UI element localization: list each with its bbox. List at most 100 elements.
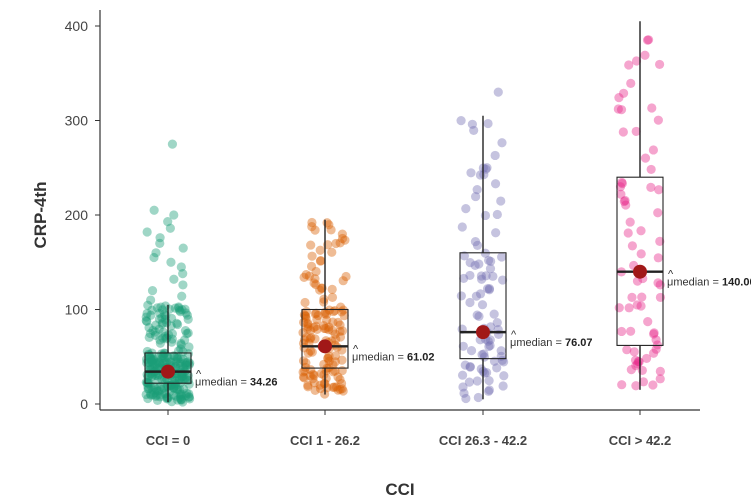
data-point [316, 255, 326, 266]
data-point [615, 182, 626, 192]
data-point [310, 385, 320, 395]
data-point [144, 384, 154, 394]
data-point [309, 322, 319, 333]
data-point [457, 370, 468, 380]
data-point [147, 356, 157, 366]
data-point [324, 322, 334, 332]
data-point [655, 366, 665, 377]
data-point [160, 331, 170, 341]
data-point [150, 370, 161, 381]
data-point [477, 300, 488, 310]
data-point [459, 273, 469, 284]
data-point [649, 329, 659, 339]
data-point [636, 301, 646, 311]
data-point [162, 393, 172, 403]
data-point [625, 217, 635, 227]
data-point [485, 340, 495, 351]
data-point [143, 349, 154, 359]
data-point [149, 354, 159, 364]
data-point [299, 373, 309, 383]
data-point [301, 270, 311, 280]
data-point [617, 380, 627, 390]
median-annotation: μmedian = 76.07 [510, 337, 592, 349]
data-point [634, 357, 644, 367]
x-category-label: CCI > 42.2 [609, 433, 672, 448]
data-point [497, 138, 507, 148]
data-point [165, 223, 175, 233]
data-point [155, 392, 165, 402]
data-point [299, 272, 309, 282]
data-point [336, 378, 347, 389]
data-point [149, 205, 159, 215]
data-point [142, 227, 152, 237]
data-point [330, 329, 340, 339]
data-point [497, 355, 507, 365]
data-point [305, 334, 315, 344]
data-point [493, 87, 503, 97]
data-point [619, 196, 629, 207]
data-point [184, 392, 194, 402]
data-point [335, 238, 345, 248]
data-point [329, 382, 339, 392]
data-point [323, 353, 333, 364]
data-point [315, 380, 325, 390]
data-point [321, 323, 331, 334]
data-point [182, 372, 192, 382]
data-point [144, 323, 154, 333]
data-point [167, 380, 177, 390]
data-point [324, 356, 334, 366]
data-point [163, 352, 173, 363]
data-point [182, 329, 192, 339]
data-point [330, 366, 340, 376]
data-point [458, 382, 468, 392]
data-point [310, 274, 320, 284]
data-point [172, 384, 182, 394]
data-point [150, 387, 160, 398]
data-point [152, 303, 163, 313]
data-point [155, 238, 165, 248]
data-point [306, 240, 316, 250]
data-point [471, 291, 482, 301]
data-point [155, 335, 165, 345]
data-point [300, 297, 310, 308]
data-point [631, 56, 642, 66]
data-point [152, 361, 163, 371]
data-point [315, 285, 325, 295]
median-marker [476, 325, 490, 340]
x-category-label: CCI 26.3 - 42.2 [439, 433, 527, 448]
data-point [333, 385, 343, 395]
data-point [151, 359, 161, 369]
data-point [155, 338, 165, 348]
data-point [328, 367, 338, 377]
data-point [333, 372, 343, 382]
data-point [303, 322, 313, 332]
data-point [626, 326, 636, 336]
data-point [643, 317, 653, 327]
data-point [648, 145, 659, 155]
data-point [496, 196, 506, 206]
data-point [338, 386, 348, 396]
data-point [328, 360, 338, 370]
data-point [632, 276, 643, 286]
data-point [306, 365, 316, 375]
data-point [320, 309, 330, 319]
x-category-label: CCI = 0 [146, 433, 190, 448]
data-point [146, 356, 157, 366]
data-point [465, 361, 475, 372]
data-point [175, 359, 185, 369]
data-point [176, 344, 186, 354]
data-point [148, 358, 158, 368]
data-point [315, 256, 326, 266]
data-point [176, 354, 186, 364]
data-point [331, 382, 342, 392]
data-point [148, 325, 158, 336]
data-point [146, 381, 156, 391]
data-point [151, 391, 161, 401]
data-point [173, 384, 183, 395]
data-point [322, 383, 332, 393]
data-point [641, 353, 652, 364]
data-point [465, 297, 475, 308]
data-point [182, 388, 192, 398]
data-point [337, 355, 347, 365]
data-point [465, 362, 475, 372]
